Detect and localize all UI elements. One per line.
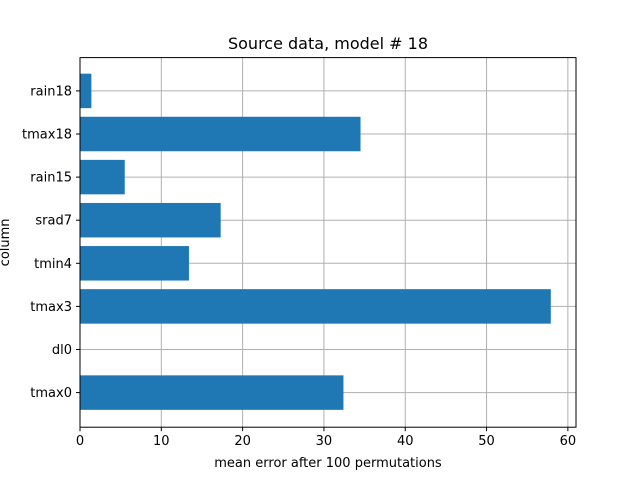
y-tick-label: rain18 (30, 84, 72, 99)
y-tick-label: srad7 (35, 214, 72, 229)
bars (80, 73, 551, 410)
bar-tmax0 (80, 375, 344, 410)
ticks: 0 10 20 30 40 50 60 tmax0 dl0 tmax3 tmin4 srad7 rain… (22, 84, 576, 449)
y-axis-label: column (0, 218, 13, 266)
y-tick-label: tmax18 (22, 128, 72, 143)
y-tick-label: tmax3 (30, 300, 72, 315)
plot-frame (79, 57, 577, 428)
y-tick-label: tmax0 (30, 386, 72, 401)
x-tick-label: 50 (478, 434, 495, 449)
x-tick-label: 10 (153, 434, 170, 449)
bar-srad7 (80, 202, 221, 238)
bar-rain15 (80, 159, 125, 195)
x-tick-label: 30 (316, 434, 333, 449)
x-tick-label: 0 (76, 434, 84, 449)
x-tick-label: 20 (234, 434, 251, 449)
bar-tmin4 (80, 246, 189, 281)
y-tick-label: tmin4 (34, 257, 72, 272)
y-tick-label: dl0 (52, 343, 72, 358)
grid (79, 57, 576, 428)
bar-tmax18 (80, 116, 361, 152)
x-axis-label: mean error after 100 permutations (214, 456, 442, 471)
x-tick-label: 60 (560, 434, 577, 449)
x-tick-label: 40 (397, 434, 414, 449)
bar-tmax3 (80, 289, 551, 324)
bar-rain18 (80, 73, 92, 109)
y-tick-label: rain15 (30, 171, 72, 186)
chart-title: Source data, model # 18 (228, 34, 428, 53)
